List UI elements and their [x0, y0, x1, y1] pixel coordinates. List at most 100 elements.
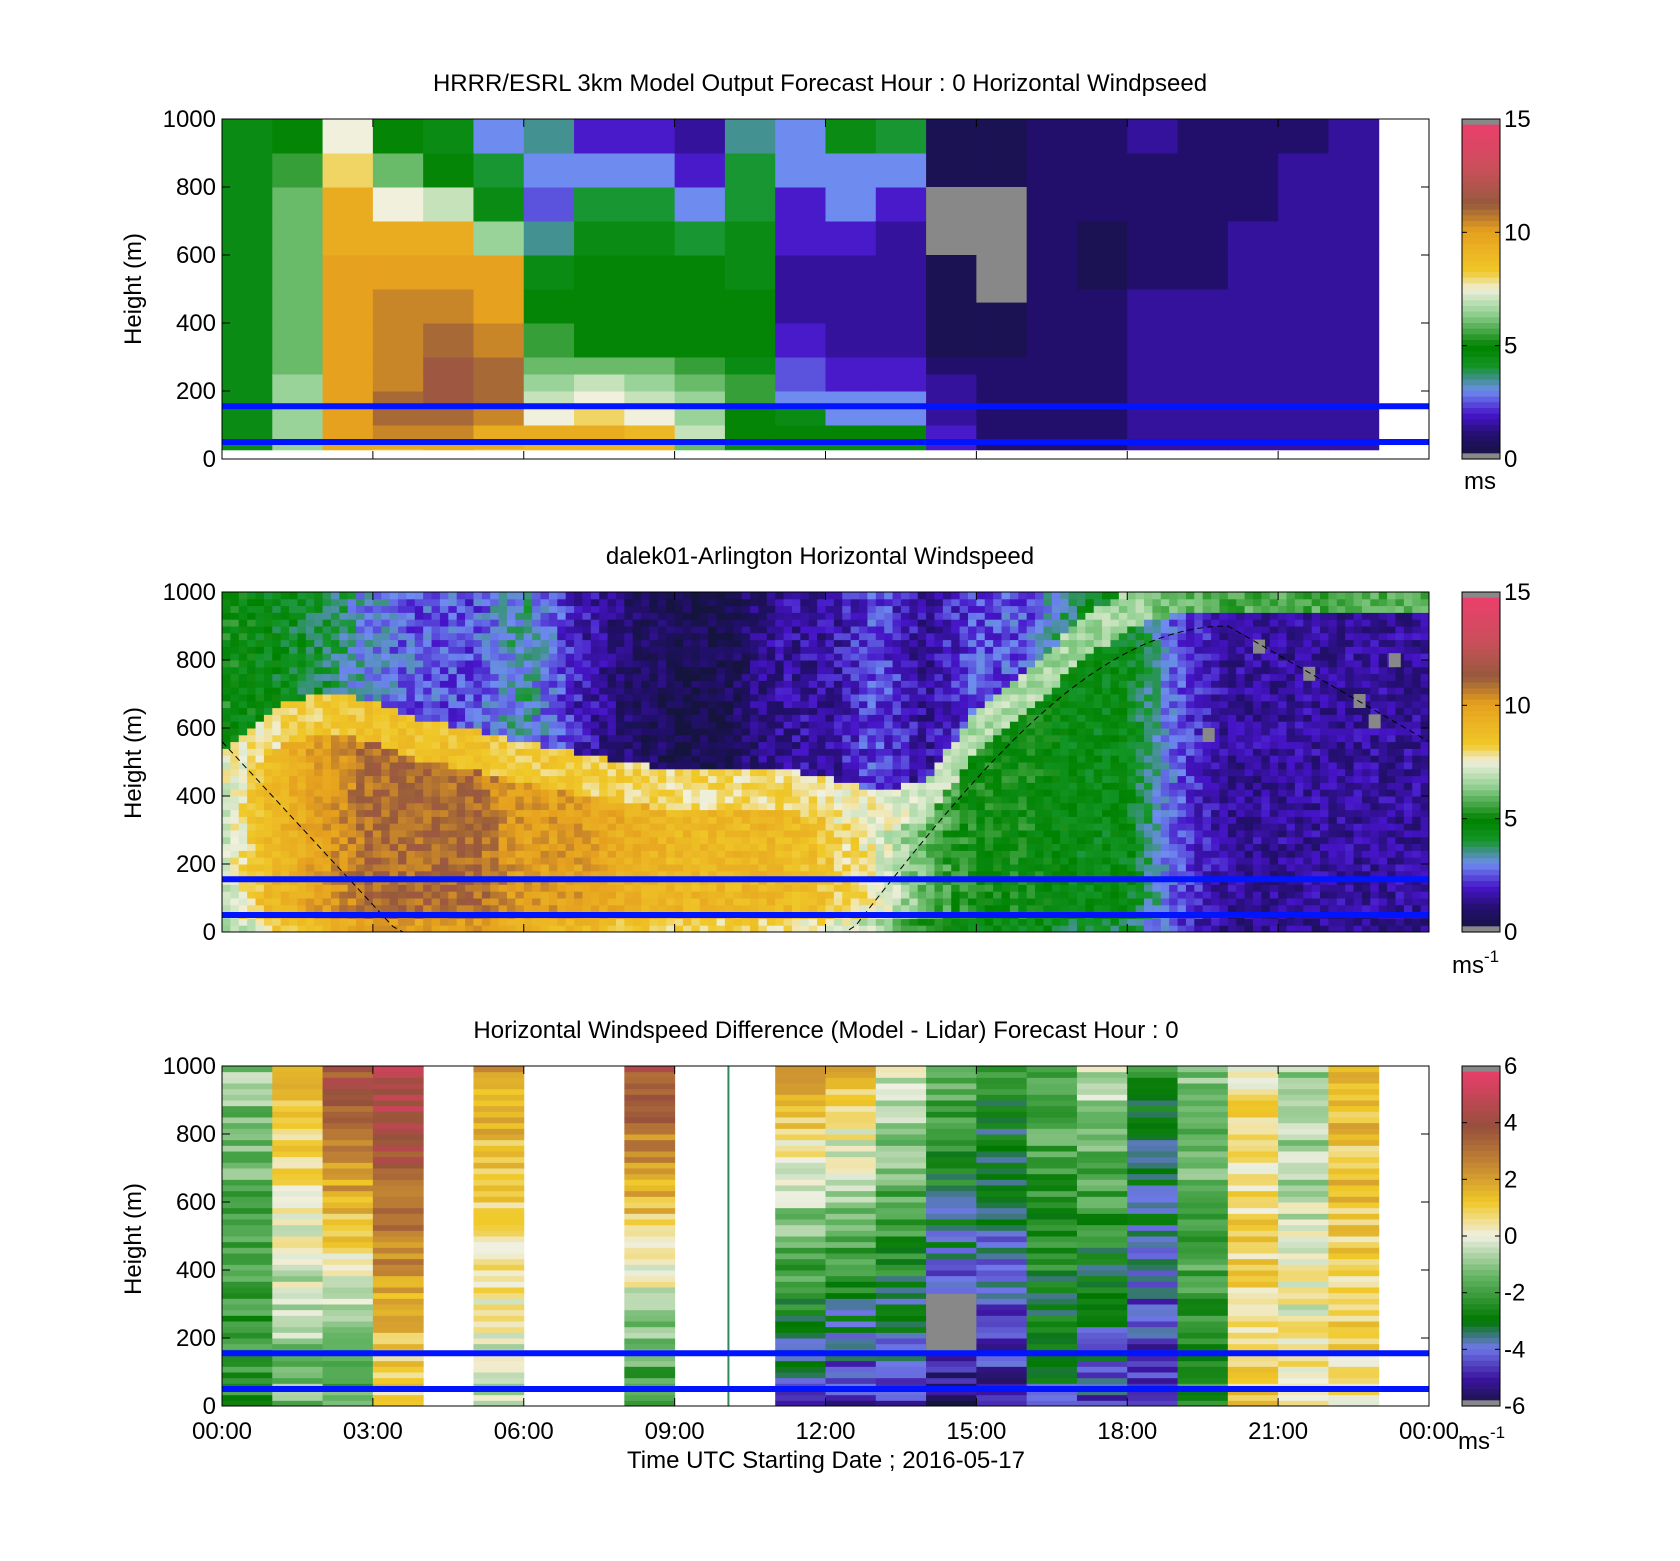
heatmap-cell: [540, 850, 550, 858]
heatmap-cell: [347, 782, 357, 790]
heatmap-cell: [716, 612, 726, 620]
heatmap-cell: [842, 646, 852, 654]
heatmap-cell: [590, 823, 600, 831]
heatmap-cell: [448, 904, 458, 913]
heatmap-cell: [951, 823, 961, 831]
heatmap-cell: [532, 741, 542, 749]
heatmap-cell: [624, 918, 634, 926]
heatmap-cell: [280, 660, 290, 668]
heatmap-cell: [389, 707, 399, 715]
heatmap-cell: [926, 755, 935, 763]
heatmap-cell: [750, 843, 759, 851]
heatmap-cell: [423, 673, 433, 681]
heatmap-cell: [959, 857, 969, 865]
heatmap-cell: [465, 809, 474, 817]
heatmap-cell: [708, 646, 718, 654]
heatmap-cell: [641, 605, 650, 613]
heatmap-cell: [699, 857, 709, 865]
heatmap-cell: [272, 925, 282, 933]
heatmap-cell: [1278, 425, 1329, 443]
heatmap-cell: [599, 748, 609, 756]
heatmap-cell: [339, 653, 349, 661]
heatmap-cell: [909, 864, 919, 872]
heatmap-cell: [439, 904, 449, 913]
heatmap-cell: [574, 830, 583, 838]
heatmap-cell: [733, 666, 743, 675]
colorbar-segment: [1462, 238, 1500, 245]
heatmap-cell: [473, 592, 483, 600]
heatmap-cell: [372, 925, 382, 933]
heatmap-cell: [750, 830, 759, 838]
heatmap-cell: [222, 823, 231, 831]
heatmap-cell: [875, 408, 927, 426]
heatmap-cell: [431, 687, 441, 695]
heatmap-cell: [356, 748, 365, 756]
heatmap-cell: [683, 850, 692, 858]
heatmap-cell: [247, 836, 257, 845]
heatmap-cell: [230, 830, 240, 838]
heatmap-cell: [842, 687, 852, 695]
heatmap-cell: [465, 646, 474, 654]
heatmap-cell: [699, 592, 709, 600]
heatmap-cell: [716, 789, 726, 797]
heatmap-cell: [867, 755, 877, 763]
heatmap-cell: [523, 619, 533, 627]
heatmap-cell: [934, 646, 944, 654]
heatmap-cell: [892, 775, 902, 783]
heatmap-cell: [867, 626, 877, 634]
heatmap-cell: [758, 782, 768, 790]
heatmap-cell: [297, 707, 307, 715]
heatmap-cell: [884, 768, 894, 777]
heatmap-cell: [448, 816, 458, 824]
heatmap-cell: [389, 796, 399, 804]
heatmap-cell: [490, 741, 500, 749]
heatmap-cell: [716, 782, 726, 790]
heatmap-cell: [465, 721, 474, 729]
colorbar-segment: [1462, 413, 1500, 420]
heatmap-cell: [574, 918, 583, 926]
heatmap-cell: [347, 680, 357, 688]
heatmap-cell: [414, 694, 424, 702]
heatmap-cell: [372, 748, 382, 756]
heatmap-cell: [465, 626, 474, 634]
heatmap-cell: [532, 891, 542, 899]
heatmap-cell: [506, 700, 516, 709]
heatmap-cell: [473, 714, 483, 722]
heatmap-cell: [347, 660, 357, 668]
heatmap-cell: [498, 748, 508, 756]
heatmap-cell: [230, 836, 240, 845]
heatmap-cell: [263, 843, 273, 851]
heatmap-cell: [926, 836, 935, 845]
heatmap-cell: [222, 775, 231, 783]
heatmap-cell: [372, 809, 382, 817]
heatmap-cell: [372, 626, 382, 634]
heatmap-cell: [247, 918, 257, 926]
heatmap-cell: [347, 830, 357, 838]
heatmap-cell: [322, 830, 332, 838]
heatmap-cell: [691, 734, 701, 743]
heatmap-cell: [297, 850, 307, 858]
heatmap-cell: [733, 870, 743, 879]
heatmap-cell: [607, 734, 617, 743]
heatmap-cell: [741, 857, 751, 865]
heatmap-cell: [238, 809, 248, 817]
heatmap-cell: [339, 714, 349, 722]
heatmap-cell: [364, 768, 374, 777]
heatmap-cell: [347, 741, 357, 749]
heatmap-cell: [255, 925, 265, 933]
heatmap-cell: [817, 891, 826, 899]
heatmap-cell: [263, 639, 273, 647]
heatmap-cell: [900, 700, 910, 709]
heatmap-cell: [691, 680, 701, 688]
heatmap-cell: [1328, 187, 1380, 222]
heatmap-cell: [565, 898, 575, 906]
heatmap-cell: [557, 830, 567, 838]
heatmap-cell: [548, 666, 558, 675]
heatmap-cell: [649, 755, 659, 763]
heatmap-cell: [615, 782, 625, 790]
heatmap-cell: [867, 789, 877, 797]
heatmap-cell: [724, 598, 734, 607]
heatmap-cell: [255, 775, 265, 783]
heatmap-cell: [967, 762, 977, 770]
heatmap-cell: [733, 925, 743, 933]
